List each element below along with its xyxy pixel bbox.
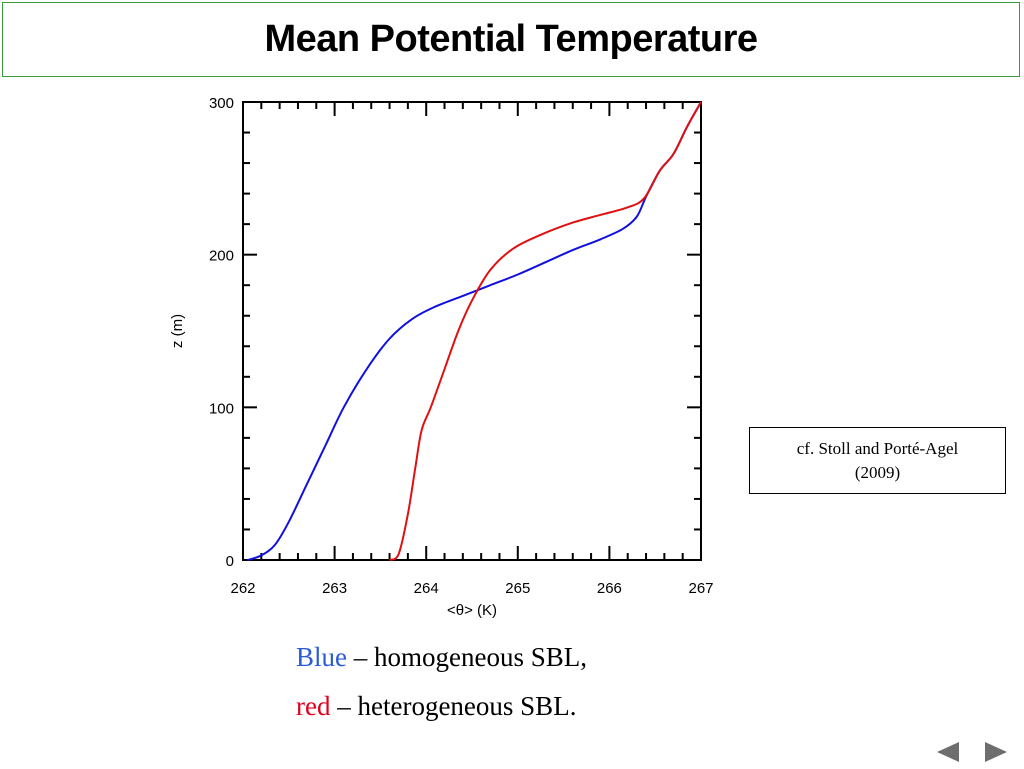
citation-box: cf. Stoll and Porté-Agel (2009) [749,427,1006,494]
x-tick-label: 266 [597,580,622,597]
red-series-line [389,101,702,561]
prev-slide-button[interactable] [935,740,961,764]
legend-caption-red: red – heterogeneous SBL. [296,691,576,722]
next-slide-button[interactable] [983,740,1009,764]
citation-line: (2009) [854,462,901,482]
tick-labels: 262 263 264 265 266 267 0 100 200 300 [209,95,714,597]
caption-red-word: red [296,691,331,721]
triangle-left-icon [937,742,959,762]
plot-frame [242,101,702,561]
slide-title: Mean Potential Temperature [264,18,758,60]
y-tick-label: 300 [209,95,234,112]
tick-marks [242,101,702,561]
y-tick-label: 100 [209,400,234,417]
caption-blue-word: Blue [296,642,347,672]
y-tick-label: 200 [209,248,234,265]
y-tick-label: 0 [226,553,234,570]
caption-red-text: – heterogeneous SBL. [330,691,577,721]
x-tick-label: 267 [688,580,713,597]
caption-blue-text: – homogeneous SBL, [347,642,587,672]
x-axis-label: <θ> (K) [447,602,497,619]
title-box: Mean Potential Temperature [2,2,1020,77]
citation-line: cf. Stoll and Porté-Agel [796,438,959,458]
legend-caption-blue: Blue – homogeneous SBL, [296,642,587,673]
x-tick-label: 262 [230,580,255,597]
x-tick-label: 263 [322,580,347,597]
triangle-right-icon [985,742,1007,762]
x-tick-label: 264 [414,580,439,597]
series-lines [247,101,702,561]
x-tick-label: 265 [505,580,530,597]
y-axis-label: z (m) [169,314,186,348]
blue-series-line [247,101,702,561]
